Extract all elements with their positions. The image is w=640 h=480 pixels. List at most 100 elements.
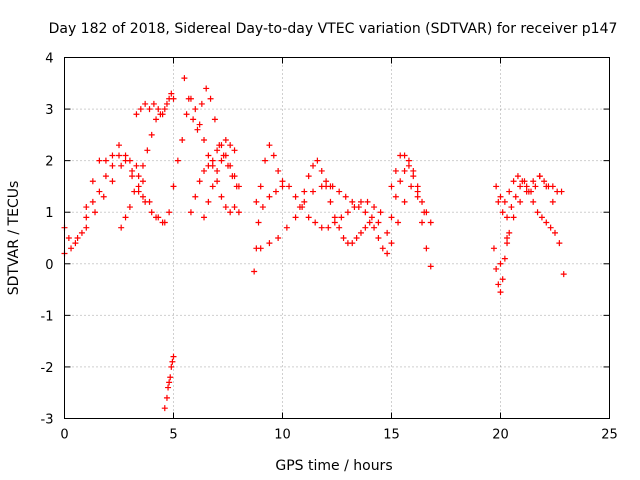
data-point xyxy=(148,209,155,216)
data-point xyxy=(159,219,166,226)
data-point xyxy=(355,204,362,211)
data-point xyxy=(552,229,558,236)
data-point xyxy=(262,157,269,164)
data-point xyxy=(170,95,177,102)
data-point xyxy=(231,204,238,211)
y-tick-label: 3 xyxy=(45,103,53,118)
data-point xyxy=(222,152,229,159)
data-point xyxy=(532,183,539,190)
x-tick-label: 25 xyxy=(601,428,618,443)
data-point xyxy=(318,224,325,231)
y-tick-label: 0 xyxy=(45,258,53,273)
data-point xyxy=(397,178,404,185)
data-point xyxy=(405,157,412,164)
grid xyxy=(64,57,610,419)
data-point xyxy=(427,219,434,226)
data-point xyxy=(371,224,378,231)
data-point xyxy=(543,183,550,190)
y-tick-label: 1 xyxy=(45,206,53,221)
x-tick-label: 0 xyxy=(60,428,68,443)
data-point xyxy=(504,235,511,241)
data-point xyxy=(310,188,317,195)
data-point xyxy=(65,235,72,241)
data-point xyxy=(135,183,142,190)
data-point xyxy=(421,209,428,216)
data-point xyxy=(253,198,260,205)
data-point xyxy=(344,209,351,216)
data-point xyxy=(512,193,519,200)
data-point xyxy=(392,167,399,174)
data-point xyxy=(83,204,90,211)
data-point xyxy=(78,229,85,236)
data-point xyxy=(368,214,375,221)
data-point xyxy=(257,245,264,252)
data-point xyxy=(410,173,417,180)
data-point xyxy=(419,198,426,205)
data-point xyxy=(499,209,506,216)
data-point xyxy=(187,209,194,216)
data-point xyxy=(534,209,541,216)
y-tick-label: 4 xyxy=(45,52,53,67)
data-point xyxy=(286,183,293,190)
data-point xyxy=(375,219,382,226)
data-point xyxy=(116,142,122,149)
data-point xyxy=(305,173,312,180)
data-point xyxy=(362,209,369,216)
data-point xyxy=(541,178,548,185)
data-point xyxy=(364,198,371,205)
data-points xyxy=(61,75,567,412)
data-point xyxy=(375,235,382,241)
data-point xyxy=(501,198,508,205)
data-point xyxy=(357,198,364,205)
axis-ticks: 0 5 10 15 20 25 -3 -2 -1 0 1 2 3 4 xyxy=(41,52,618,443)
data-point xyxy=(301,188,308,195)
data-point xyxy=(506,229,513,236)
data-point xyxy=(340,235,347,241)
data-point xyxy=(129,167,136,174)
data-point xyxy=(259,204,266,211)
data-point xyxy=(192,193,199,200)
data-point xyxy=(530,198,537,205)
data-point xyxy=(201,167,208,174)
data-point xyxy=(203,85,210,92)
data-point xyxy=(169,358,176,365)
data-point xyxy=(556,240,563,247)
data-point xyxy=(159,111,166,118)
data-point xyxy=(116,152,122,159)
data-point xyxy=(410,167,417,174)
data-point xyxy=(395,219,402,226)
data-point xyxy=(379,245,386,252)
data-point xyxy=(144,147,151,154)
chart-title: Day 182 of 2018, Sidereal Day-to-day VTE… xyxy=(49,21,618,37)
data-point xyxy=(388,183,395,190)
data-point xyxy=(251,268,258,275)
y-tick-label: -3 xyxy=(41,413,54,428)
data-point xyxy=(353,235,360,241)
data-point xyxy=(196,121,203,128)
data-point xyxy=(133,162,140,169)
data-point xyxy=(167,374,174,381)
data-point xyxy=(275,167,282,174)
data-point xyxy=(342,193,349,200)
data-point xyxy=(384,229,391,236)
data-point xyxy=(161,106,168,113)
data-point xyxy=(427,263,434,270)
data-point xyxy=(497,193,504,200)
data-point xyxy=(166,209,173,216)
data-point xyxy=(100,193,107,200)
data-point xyxy=(218,157,225,164)
data-point xyxy=(490,245,497,252)
data-point xyxy=(231,147,238,154)
data-point xyxy=(231,173,238,180)
data-point xyxy=(83,224,90,231)
data-point xyxy=(133,111,140,118)
data-point xyxy=(179,137,186,144)
data-point xyxy=(83,214,90,221)
data-point xyxy=(96,188,103,195)
data-point xyxy=(357,229,364,236)
y-axis-label: SDTVAR / TECUs xyxy=(6,181,22,296)
data-point xyxy=(301,198,308,205)
data-point xyxy=(205,198,212,205)
data-point xyxy=(194,126,201,133)
data-point xyxy=(325,224,332,231)
